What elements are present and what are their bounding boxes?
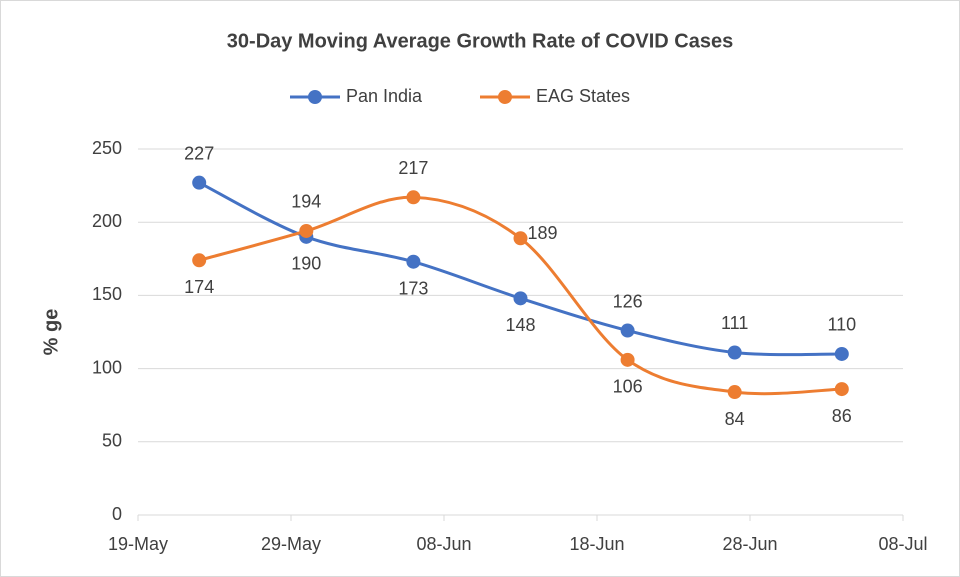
data-label: 110 [827, 315, 856, 335]
x-tick-label: 28-Jun [722, 534, 777, 554]
x-tick-label: 29-May [261, 534, 321, 554]
data-label: 173 [398, 278, 428, 298]
data-label: 111 [721, 313, 748, 333]
data-point [406, 190, 421, 205]
y-tick-label: 0 [112, 504, 122, 524]
legend-marker [498, 90, 512, 104]
data-label: 84 [725, 409, 745, 429]
data-label: 189 [527, 223, 557, 243]
data-label: 148 [505, 315, 535, 335]
data-label: 106 [613, 377, 643, 397]
data-point [513, 291, 528, 306]
data-label: 194 [291, 192, 321, 212]
data-label: 217 [398, 158, 428, 178]
data-point [834, 346, 849, 361]
x-tick-label: 08-Jul [878, 534, 927, 554]
data-label: 126 [613, 291, 643, 311]
y-tick-label: 250 [92, 138, 122, 158]
data-point [513, 231, 528, 246]
data-point [192, 175, 207, 190]
data-point [727, 345, 742, 360]
legend-label: Pan India [346, 86, 423, 106]
data-point [192, 253, 207, 268]
y-tick-label: 50 [102, 431, 122, 451]
data-label: 174 [184, 277, 214, 297]
x-tick-label: 08-Jun [416, 534, 471, 554]
x-tick-label: 18-Jun [569, 534, 624, 554]
legend-label: EAG States [536, 86, 630, 106]
data-point [834, 382, 849, 397]
data-label: 86 [832, 406, 852, 426]
data-point [620, 352, 635, 367]
x-tick-label: 19-May [108, 534, 168, 554]
y-tick-label: 100 [92, 357, 122, 377]
y-axis-label: % ge [40, 309, 62, 356]
y-tick-label: 150 [92, 284, 122, 304]
y-tick-label: 200 [92, 211, 122, 231]
data-point [299, 223, 314, 238]
data-point [620, 323, 635, 338]
chart-title: 30-Day Moving Average Growth Rate of COV… [227, 30, 733, 52]
legend-marker [308, 90, 322, 104]
data-point [406, 254, 421, 269]
data-point [727, 385, 742, 400]
data-label: 227 [184, 143, 214, 163]
data-label: 190 [291, 254, 321, 274]
